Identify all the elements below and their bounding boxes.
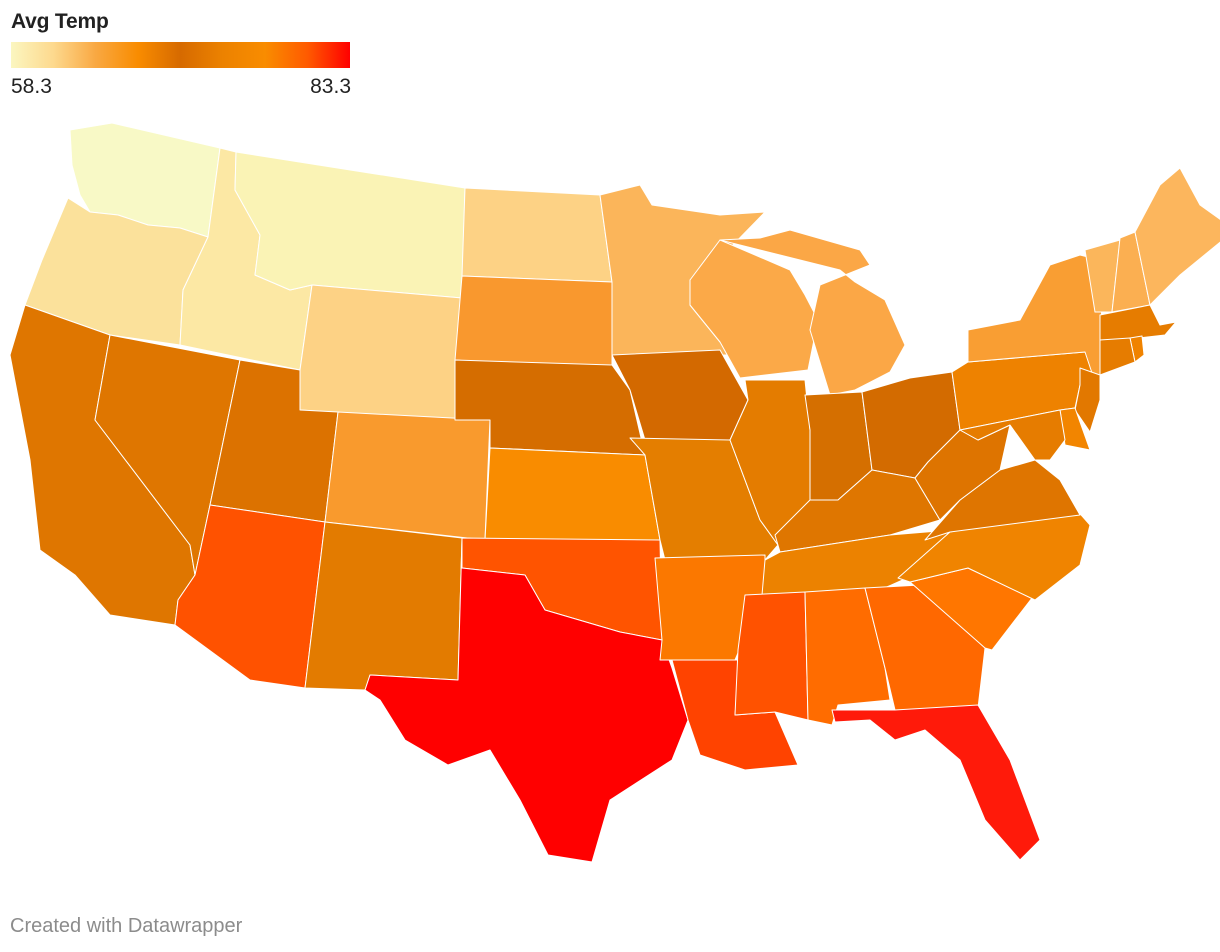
legend-max-label: 83.3 [310, 75, 351, 98]
state-nd[interactable] [461, 187, 613, 283]
state-me[interactable] [1134, 167, 1220, 306]
state-nj[interactable] [1074, 367, 1101, 433]
state-sd[interactable] [454, 275, 613, 373]
us-choropleth-map [9, 122, 1220, 863]
state-fl[interactable] [831, 704, 1041, 861]
state-wy[interactable] [299, 284, 463, 421]
state-nm[interactable] [304, 521, 463, 691]
legend-title: Avg Temp [11, 10, 109, 33]
legend-color-bar [11, 42, 350, 68]
legend-min-label: 58.3 [11, 75, 52, 98]
state-ks[interactable] [484, 447, 661, 541]
legend: Avg Temp 58.3 83.3 [11, 10, 351, 103]
datawrapper-credit: Created with Datawrapper [10, 915, 243, 937]
state-tx[interactable] [364, 537, 689, 863]
state-ms[interactable] [734, 591, 809, 721]
state-ct[interactable] [1099, 337, 1136, 376]
state-md[interactable] [959, 409, 1066, 461]
state-mt[interactable] [234, 151, 466, 299]
state-co[interactable] [324, 411, 491, 541]
state-wi[interactable] [689, 239, 819, 379]
